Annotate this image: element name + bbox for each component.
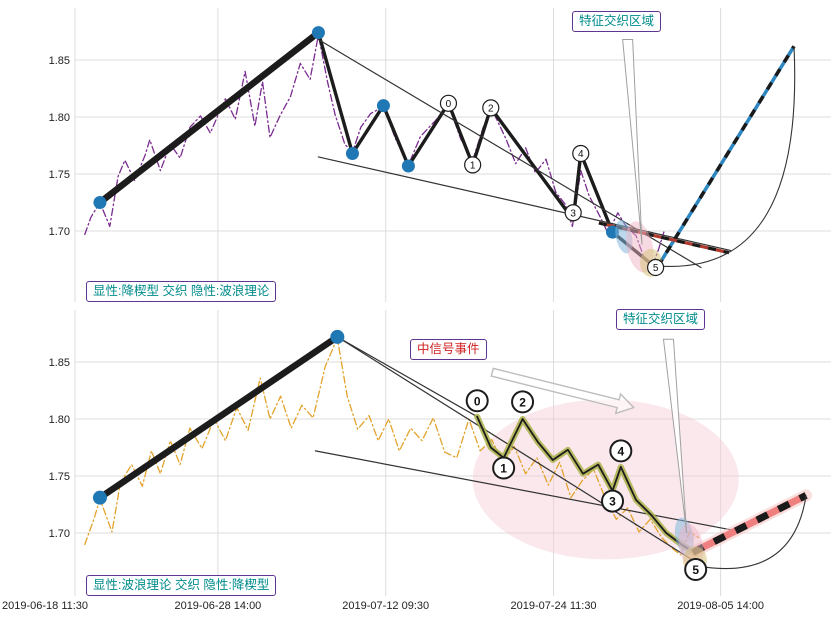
wave-number-label: 1	[470, 160, 476, 171]
wave-number-label: 2	[519, 395, 526, 409]
pivot-dot	[93, 196, 107, 209]
x-tick-label: 2019-07-12 09:30	[342, 600, 429, 612]
projection-dash-overlay	[691, 492, 808, 556]
y-tick-label: 1.70	[49, 528, 70, 540]
wave-number-circle	[572, 144, 590, 163]
pivot-dot	[345, 146, 359, 160]
y-tick-label: 1.70	[49, 226, 70, 238]
bottom-panel-caption: 显性:波浪理论 交织 隐性:降楔型	[86, 575, 277, 596]
pivot-dot	[330, 329, 345, 344]
pivot-dot	[92, 490, 107, 505]
wave-number-circle	[464, 156, 482, 174]
wave-number-label: 4	[578, 149, 584, 160]
bottom-zone-label: 特征交织区域	[616, 309, 706, 330]
series-trend-lower	[317, 156, 732, 251]
annotation-arc	[663, 46, 796, 267]
series-price	[84, 337, 700, 556]
y-tick-label: 1.75	[49, 471, 70, 483]
wave-number-circle	[647, 258, 665, 277]
series-trend-upper	[336, 336, 705, 568]
wave-number-circle	[492, 456, 516, 480]
top-panel-caption: 显性:降楔型 交织 隐性:波浪理论	[86, 281, 277, 302]
y-tick-label: 1.85	[49, 357, 70, 369]
top-zone-label: 特征交织区域	[572, 11, 662, 32]
x-tick-label: 2019-07-24 11:30	[511, 600, 597, 612]
annotation-arc	[705, 495, 807, 570]
wave-number-circle	[609, 439, 633, 463]
wave-number-label: 3	[570, 208, 576, 219]
y-tick-label: 1.80	[49, 414, 70, 426]
wave-number-label: 0	[474, 394, 481, 408]
zone-pointer-arrow	[622, 38, 643, 245]
wave-number-label: 5	[692, 563, 699, 577]
wave-number-circle	[564, 204, 582, 222]
x-tick-label: 2019-08-05 14:00	[677, 600, 764, 612]
x-tick-label: 2019-06-18 11:30	[2, 600, 88, 612]
wave-number-circle	[439, 94, 458, 112]
wave-number-circle	[601, 489, 625, 513]
y-tick-label: 1.85	[49, 55, 70, 67]
wave-number-label: 4	[617, 444, 624, 458]
y-tick-label: 1.80	[49, 112, 70, 124]
gridlines	[74, 8, 831, 596]
signal-event-label: 中信号事件	[410, 339, 487, 360]
series-upper-guide	[336, 336, 478, 418]
wave-number-circle	[511, 390, 535, 414]
series-wave-line	[476, 415, 697, 555]
wave-number-label: 1	[500, 462, 507, 476]
series-trend-lower	[314, 450, 737, 532]
pivot-dot	[311, 26, 325, 40]
pivot-dot	[376, 99, 390, 113]
projection-dash-overlay	[656, 45, 796, 268]
wave-number-circle	[482, 99, 500, 117]
zone-pointer-arrow	[662, 338, 688, 534]
wave-number-label: 2	[488, 103, 494, 114]
signal-event-arrow	[490, 367, 635, 415]
wave-number-label: 0	[446, 99, 452, 110]
wave-number-label: 3	[609, 495, 616, 509]
axis-ticks: 1.85 1.80 1.75 1.70 1.85 1.80 1.75 1.70 2019-06-…	[2, 55, 764, 612]
series-impulse-main	[96, 333, 341, 501]
pivot-dot	[401, 159, 415, 173]
y-tick-label: 1.75	[49, 169, 70, 181]
wave-number-circle	[684, 557, 708, 581]
wave-number-label: 5	[653, 263, 659, 274]
x-tick-label: 2019-06-28 14:00	[174, 600, 261, 612]
series-impulse-zigzag	[316, 30, 658, 270]
wave-number-circle	[465, 389, 489, 413]
panel-bottom: 0 1 2 3 4 5	[84, 329, 813, 581]
panel-top: 0 1 2 3 4 5	[84, 26, 796, 277]
series-impulse-main	[96, 29, 322, 206]
